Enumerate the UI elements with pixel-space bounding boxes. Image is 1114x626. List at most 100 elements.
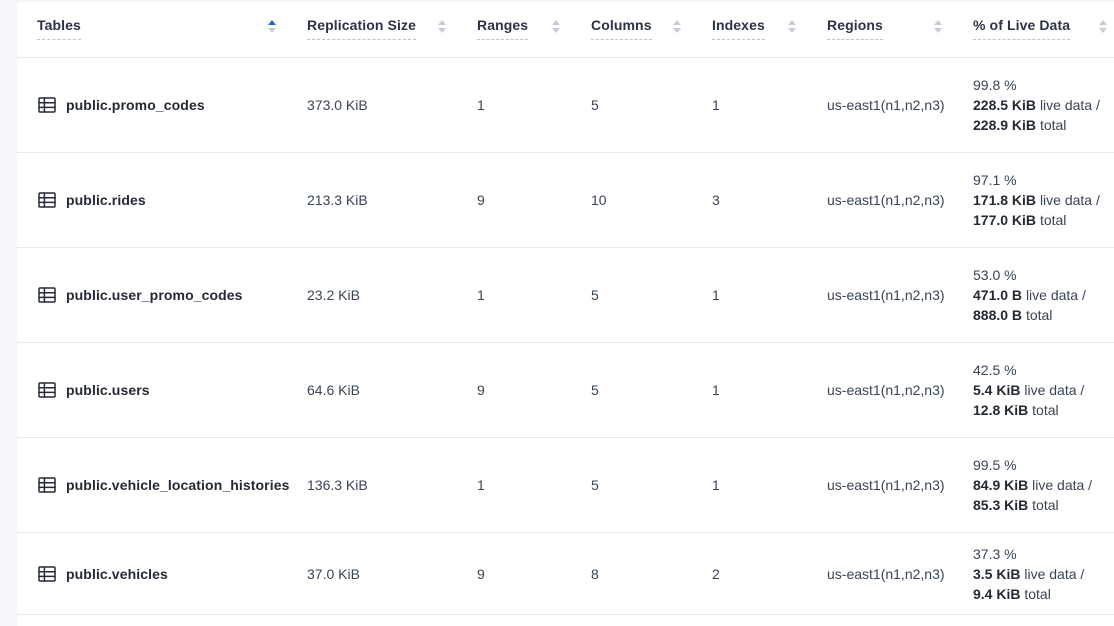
column-header-tables[interactable]: Tables: [17, 17, 290, 40]
ranges-cell: 1: [477, 287, 485, 303]
total-data-size: 12.8 KiB total: [973, 402, 1059, 418]
regions-cell: us-east1(n1,n2,n3): [827, 287, 945, 303]
live-data-cell: 37.3 % 3.5 KiB live data / 9.4 KiB total: [956, 544, 1114, 604]
column-header-replication-size[interactable]: Replication Size: [290, 17, 460, 40]
column-header-regions-label: Regions: [827, 17, 883, 40]
columns-cell: 10: [591, 192, 607, 208]
live-data-size: 3.5 KiB live data /: [973, 565, 1085, 582]
table-icon: [37, 380, 57, 400]
column-header-ranges-label: Ranges: [477, 17, 529, 40]
live-data-cell: 99.8 % 228.5 KiB live data / 228.9 KiB t…: [956, 75, 1114, 135]
indexes-cell: 2: [712, 565, 720, 582]
columns-cell: 8: [591, 565, 599, 582]
live-data-percent: 53.0 %: [973, 267, 1017, 283]
table-name-link[interactable]: public.rides: [66, 192, 146, 208]
table-row: public.vehicle_location_histories 136.3 …: [17, 438, 1114, 533]
column-header-replication-size-label: Replication Size: [307, 17, 416, 40]
live-data-cell: 97.1 % 171.8 KiB live data / 177.0 KiB t…: [956, 170, 1114, 230]
live-data-cell: 42.5 % 5.4 KiB live data / 12.8 KiB tota…: [956, 360, 1114, 420]
total-data-size: 177.0 KiB total: [973, 212, 1067, 228]
regions-cell: us-east1(n1,n2,n3): [827, 477, 945, 493]
ranges-cell: 9: [477, 382, 485, 398]
total-data-size: 9.4 KiB total: [973, 585, 1051, 602]
total-data-size: 85.3 KiB total: [973, 497, 1059, 513]
table-row: public.users 64.6 KiB 9 5 1 us-east1(n1,…: [17, 343, 1114, 438]
table-name-cell: public.vehicle_location_histories: [17, 475, 290, 495]
regions-cell: us-east1(n1,n2,n3): [827, 382, 945, 398]
total-data-size: 228.9 KiB total: [973, 117, 1067, 133]
table-name-link[interactable]: public.vehicles: [66, 565, 168, 582]
replication-size-cell: 136.3 KiB: [307, 477, 368, 493]
column-header-columns-label: Columns: [591, 17, 652, 40]
regions-cell: us-east1(n1,n2,n3): [827, 97, 945, 113]
table-name-cell: public.rides: [17, 190, 290, 210]
live-data-percent: 99.5 %: [973, 457, 1017, 473]
column-header-live-data[interactable]: % of Live Data: [956, 17, 1114, 40]
live-data-size: 171.8 KiB live data /: [973, 192, 1100, 208]
regions-cell: us-east1(n1,n2,n3): [827, 565, 945, 582]
table-row: public.vehicles 37.0 KiB 9 8 2 us-east1(…: [17, 533, 1114, 615]
column-header-indexes[interactable]: Indexes: [695, 17, 810, 40]
table-name-link[interactable]: public.promo_codes: [66, 97, 205, 113]
ranges-cell: 1: [477, 477, 485, 493]
regions-cell: us-east1(n1,n2,n3): [827, 192, 945, 208]
live-data-cell: 99.5 % 84.9 KiB live data / 85.3 KiB tot…: [956, 455, 1114, 515]
indexes-cell: 3: [712, 192, 720, 208]
table-row: public.promo_codes 373.0 KiB 1 5 1 us-ea…: [17, 58, 1114, 153]
live-data-size: 84.9 KiB live data /: [973, 477, 1093, 493]
replication-size-cell: 37.0 KiB: [307, 565, 360, 582]
table-name-link[interactable]: public.vehicle_location_histories: [66, 477, 290, 493]
sort-icon-live-data: [1099, 20, 1107, 33]
live-data-cell: 53.0 % 471.0 B live data / 888.0 B total: [956, 265, 1114, 325]
table-name-cell: public.vehicles: [17, 564, 290, 584]
table-body: public.promo_codes 373.0 KiB 1 5 1 us-ea…: [17, 58, 1114, 615]
sort-icon-columns: [673, 20, 681, 33]
table-name-cell: public.promo_codes: [17, 95, 290, 115]
sort-icon-regions: [934, 20, 942, 33]
columns-cell: 5: [591, 287, 599, 303]
table-row: public.rides 213.3 KiB 9 10 3 us-east1(n…: [17, 153, 1114, 248]
column-header-ranges[interactable]: Ranges: [460, 17, 574, 40]
live-data-size: 5.4 KiB live data /: [973, 382, 1085, 398]
column-header-indexes-label: Indexes: [712, 17, 765, 40]
table-icon: [37, 95, 57, 115]
indexes-cell: 1: [712, 382, 720, 398]
table-icon: [37, 190, 57, 210]
top-divider: [0, 0, 1114, 2]
table-header-row: Tables Replication Size Ranges Columns I…: [17, 0, 1114, 58]
table-name-cell: public.user_promo_codes: [17, 285, 290, 305]
table-icon: [37, 475, 57, 495]
replication-size-cell: 213.3 KiB: [307, 192, 368, 208]
ranges-cell: 9: [477, 565, 485, 582]
tables-list: Tables Replication Size Ranges Columns I…: [17, 0, 1114, 615]
indexes-cell: 1: [712, 477, 720, 493]
column-header-live-data-label: % of Live Data: [973, 17, 1071, 40]
sort-icon-indexes: [788, 20, 796, 33]
sort-icon-replication-size: [438, 20, 446, 33]
table-name-link[interactable]: public.users: [66, 382, 150, 398]
replication-size-cell: 23.2 KiB: [307, 287, 360, 303]
table-icon: [37, 285, 57, 305]
live-data-percent: 42.5 %: [973, 362, 1017, 378]
total-data-size: 888.0 B total: [973, 307, 1053, 323]
indexes-cell: 1: [712, 97, 720, 113]
table-name-cell: public.users: [17, 380, 290, 400]
live-data-size: 228.5 KiB live data /: [973, 97, 1100, 113]
table-icon: [37, 564, 57, 584]
column-header-columns[interactable]: Columns: [574, 17, 695, 40]
columns-cell: 5: [591, 382, 599, 398]
table-name-link[interactable]: public.user_promo_codes: [66, 287, 243, 303]
sort-icon-tables: [268, 20, 276, 33]
live-data-percent: 97.1 %: [973, 172, 1017, 188]
column-header-tables-label: Tables: [37, 17, 81, 40]
sort-icon-ranges: [552, 20, 560, 33]
live-data-size: 471.0 B live data /: [973, 287, 1086, 303]
ranges-cell: 9: [477, 192, 485, 208]
column-header-regions[interactable]: Regions: [810, 17, 956, 40]
replication-size-cell: 373.0 KiB: [307, 97, 368, 113]
ranges-cell: 1: [477, 97, 485, 113]
replication-size-cell: 64.6 KiB: [307, 382, 360, 398]
live-data-percent: 37.3 %: [973, 545, 1017, 562]
columns-cell: 5: [591, 477, 599, 493]
live-data-percent: 99.8 %: [973, 77, 1017, 93]
